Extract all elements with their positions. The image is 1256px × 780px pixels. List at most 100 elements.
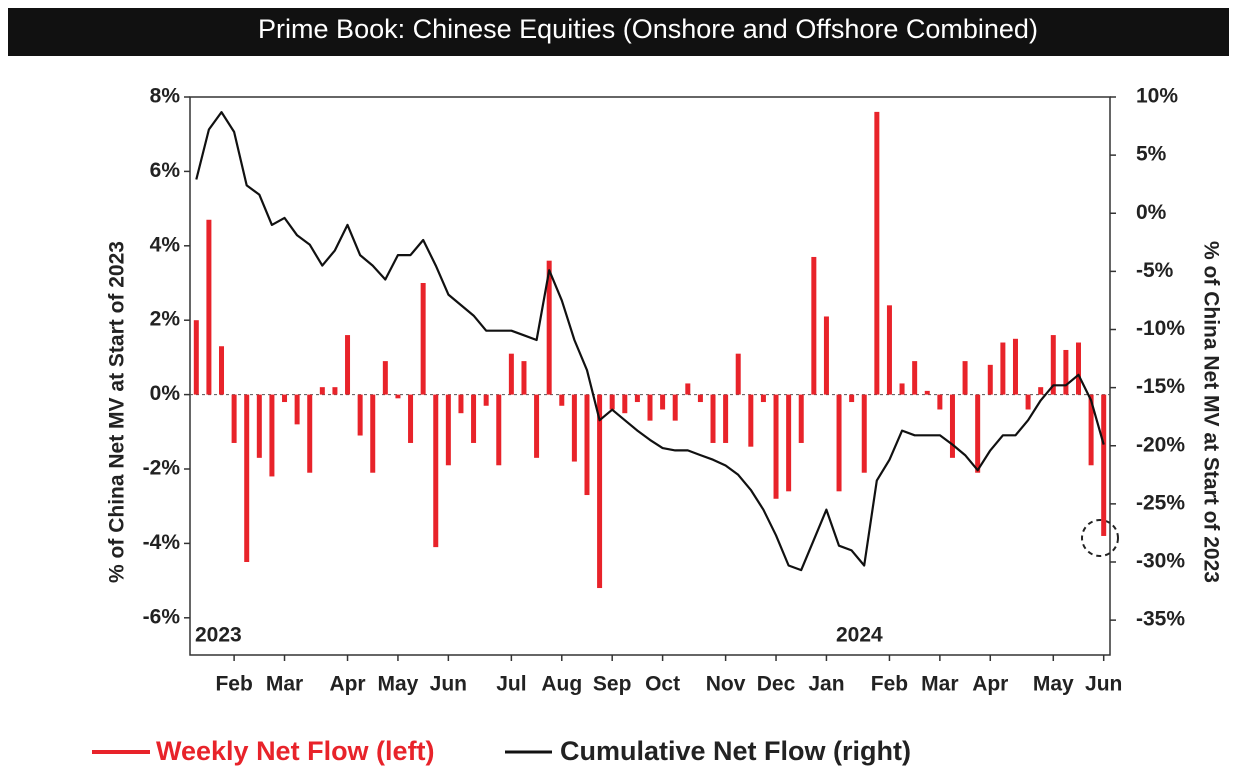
x-tick-label: May <box>378 673 419 696</box>
x-tick-label: Aug <box>541 673 582 696</box>
bar <box>912 361 918 395</box>
y-tick-label: 4% <box>150 233 181 256</box>
bar <box>332 387 338 395</box>
y2-tick-label: 5% <box>1136 143 1167 166</box>
y-tick-label: -4% <box>143 531 181 554</box>
x-tick-label: Feb <box>871 673 908 696</box>
bar <box>748 394 754 447</box>
bar <box>1101 394 1107 536</box>
bar <box>1025 394 1031 410</box>
bar <box>823 316 829 395</box>
annotation: 2024 <box>836 624 883 647</box>
bar <box>206 219 212 395</box>
y-tick-label: 0% <box>150 382 181 405</box>
bar <box>597 394 603 589</box>
bar <box>420 283 426 395</box>
bar <box>609 394 615 410</box>
bar <box>571 394 577 462</box>
y-tick-label: 6% <box>150 159 181 182</box>
y2-tick-label: -10% <box>1136 317 1185 340</box>
line <box>195 111 1105 572</box>
y-tick-label: 8% <box>150 85 181 108</box>
bar <box>445 394 451 466</box>
bar <box>962 361 968 395</box>
bar <box>849 394 855 403</box>
x-tick-label: Nov <box>706 673 746 696</box>
bar <box>319 387 325 395</box>
y-tick-label: -6% <box>143 605 181 628</box>
bar <box>382 361 388 395</box>
chart-title: Prime Book: Chinese Equities (Onshore an… <box>258 14 1038 44</box>
annotation: 2023 <box>195 624 242 647</box>
bar <box>395 394 401 399</box>
y2-tick-label: 10% <box>1136 85 1178 108</box>
bar <box>370 394 376 473</box>
bar <box>483 394 489 406</box>
bar <box>634 394 640 403</box>
bar <box>622 394 628 414</box>
bar <box>786 394 792 492</box>
bar <box>924 390 930 395</box>
legend-label: Cumulative Net Flow (right) <box>560 736 911 766</box>
bar <box>294 394 300 425</box>
bar <box>836 394 842 492</box>
bar <box>307 394 313 473</box>
x-tick-label: Dec <box>757 673 796 696</box>
bar <box>672 394 678 421</box>
bar <box>949 394 955 458</box>
bar <box>937 394 943 410</box>
bar <box>269 394 275 477</box>
bar <box>1038 387 1044 395</box>
bar <box>508 353 514 395</box>
y2-tick-label: -25% <box>1136 491 1185 514</box>
bar <box>546 260 552 395</box>
y-tick-label: 2% <box>150 308 181 331</box>
bar <box>584 394 590 496</box>
x-tick-label: Jun <box>1085 673 1122 696</box>
bar <box>647 394 653 421</box>
bar <box>231 394 237 443</box>
bar <box>685 383 691 395</box>
x-tick-label: May <box>1033 673 1074 696</box>
y-tick-label: -2% <box>143 457 181 480</box>
bar <box>433 394 439 548</box>
bar <box>357 394 363 436</box>
bar <box>861 394 867 473</box>
bar <box>244 394 250 562</box>
y2-axis-label: % of China Net MV at Start of 2023 <box>1199 241 1222 583</box>
highlight-circle <box>1081 519 1119 557</box>
bar <box>975 394 981 473</box>
x-tick-label: Mar <box>921 673 958 696</box>
plot-frame <box>189 96 1111 656</box>
x-tick-label: Jul <box>496 673 526 696</box>
bar <box>1088 394 1094 466</box>
bar <box>811 256 817 395</box>
bar <box>874 111 880 395</box>
legend-label: Weekly Net Flow (left) <box>156 736 435 766</box>
x-tick-label: Feb <box>215 673 252 696</box>
bar <box>660 394 666 410</box>
y2-tick-label: -35% <box>1136 608 1185 631</box>
x-tick-label: Mar <box>266 673 303 696</box>
bar <box>886 305 892 395</box>
x-tick-label: Apr <box>972 673 1008 696</box>
bar <box>496 394 502 466</box>
bar <box>987 364 993 395</box>
bar <box>899 383 905 395</box>
bar <box>256 394 262 458</box>
bar <box>345 335 351 395</box>
x-tick-label: Apr <box>329 673 365 696</box>
bar <box>408 394 414 443</box>
title-bar <box>8 8 1229 56</box>
y2-tick-label: -30% <box>1136 550 1185 573</box>
x-tick-label: Oct <box>645 673 680 696</box>
x-tick-label: Sep <box>593 673 632 696</box>
bar <box>760 394 766 403</box>
x-tick-label: Jun <box>430 673 467 696</box>
bar <box>1063 349 1069 395</box>
bar <box>798 394 804 443</box>
bar <box>697 394 703 403</box>
y2-tick-label: -5% <box>1136 259 1174 282</box>
bar <box>534 394 540 458</box>
